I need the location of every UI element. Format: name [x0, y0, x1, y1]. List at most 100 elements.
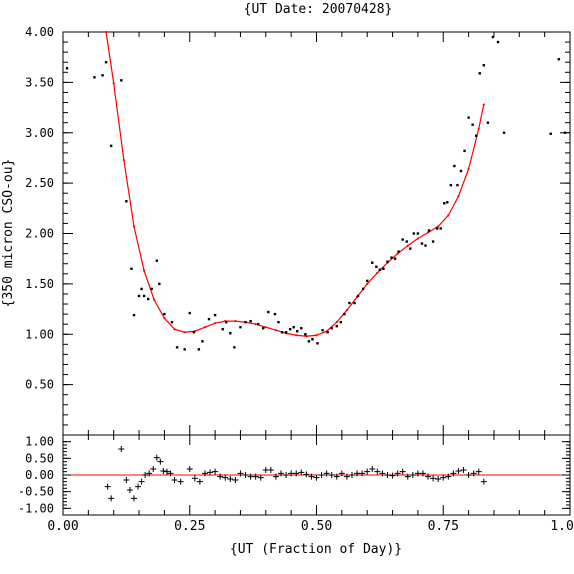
- data-point: [405, 240, 408, 243]
- data-point: [361, 287, 365, 291]
- data-point: [207, 317, 211, 321]
- data-point: [229, 332, 232, 335]
- data-point: [330, 327, 333, 330]
- residual-point: [288, 470, 295, 477]
- data-point: [401, 238, 404, 241]
- residual-point: [278, 470, 285, 477]
- fit-marker: [457, 195, 460, 198]
- data-point: [348, 301, 351, 305]
- residual-point: [460, 467, 467, 473]
- residual-y-tick-label: -1.00: [18, 501, 54, 515]
- data-point: [471, 123, 474, 126]
- data-point: [188, 311, 191, 315]
- data-point: [449, 183, 453, 187]
- data-point: [435, 227, 439, 230]
- data-point: [549, 132, 552, 135]
- residual-point: [150, 466, 157, 472]
- data-point: [284, 331, 288, 334]
- residual-point: [212, 468, 219, 475]
- data-point: [478, 72, 481, 75]
- data-point: [140, 287, 143, 291]
- residual-point: [138, 478, 145, 485]
- data-point: [353, 301, 356, 305]
- fit-marker: [122, 158, 125, 162]
- residual-point: [414, 470, 421, 477]
- residual-point: [177, 478, 184, 485]
- residuals-x-axis: 0.00 0.25 0.50 0.75 1.00: [47, 435, 574, 534]
- residual-point: [283, 472, 290, 478]
- fit-marker: [295, 334, 298, 337]
- data-point: [390, 256, 393, 259]
- data-point: [371, 261, 374, 264]
- residual-point: [308, 473, 315, 480]
- data-point: [378, 268, 382, 271]
- fit-marker: [416, 237, 419, 240]
- data-point: [65, 67, 69, 70]
- residual-y-tick-label: -0.50: [18, 485, 54, 499]
- fit-marker: [406, 244, 409, 247]
- fit-marker: [376, 271, 379, 274]
- data-point: [277, 320, 280, 324]
- residual-point: [409, 472, 416, 478]
- y-tick-label: 3.00: [25, 126, 54, 140]
- data-point: [150, 287, 153, 291]
- bottom-residuals-panel: -1.00 -0.50 0.00 0.50 1.00 0.00 0.25 0.50 0.75 1…: [18, 434, 574, 534]
- fit-marker: [335, 321, 338, 324]
- fit-marker: [477, 127, 480, 130]
- residual-point: [135, 483, 142, 490]
- fit-marker: [315, 334, 318, 337]
- fit-marker: [132, 225, 136, 228]
- data-point: [482, 64, 486, 67]
- data-point: [563, 131, 567, 134]
- fit-marker: [203, 326, 207, 329]
- residual-point: [369, 466, 376, 472]
- residual-point: [399, 468, 406, 475]
- data-point: [155, 259, 158, 262]
- residual-point: [364, 468, 371, 475]
- residual-point: [201, 470, 208, 477]
- fit-marker: [467, 167, 470, 171]
- data-point: [456, 183, 459, 187]
- data-point: [356, 294, 360, 298]
- y-tick-label: 1.00: [25, 327, 54, 341]
- data-point: [125, 200, 128, 203]
- data-point: [502, 131, 506, 134]
- data-point: [262, 327, 265, 330]
- data-point: [163, 312, 166, 316]
- residual-point: [394, 470, 401, 477]
- residual-point: [222, 474, 229, 481]
- fit-marker: [447, 214, 450, 217]
- fit-marker: [345, 308, 349, 312]
- data-point: [424, 244, 427, 247]
- data-point: [339, 320, 343, 324]
- data-point: [300, 327, 303, 330]
- residual-point: [475, 468, 482, 475]
- residual-point: [186, 466, 193, 472]
- fit-marker: [143, 269, 146, 272]
- data-point: [132, 313, 136, 317]
- data-point: [467, 116, 470, 119]
- data-point: [431, 240, 435, 243]
- residual-point: [343, 473, 350, 480]
- data-point: [183, 348, 186, 351]
- residual-point: [323, 470, 330, 477]
- data-point: [311, 338, 314, 341]
- data-point: [288, 328, 292, 331]
- residual-point: [379, 470, 386, 477]
- data-point: [146, 297, 150, 301]
- residual-point: [196, 478, 203, 485]
- data-point: [446, 201, 449, 204]
- residual-point: [163, 468, 170, 475]
- residual-point: [450, 470, 457, 477]
- data-point: [239, 325, 242, 329]
- residual-point: [267, 467, 274, 473]
- residual-point: [425, 473, 432, 480]
- y-tick-label: 2.50: [25, 176, 54, 190]
- data-point: [439, 227, 442, 230]
- residual-point: [298, 469, 305, 476]
- residual-point: [153, 454, 160, 461]
- y-tick-label: 1.50: [25, 277, 54, 291]
- residual-point: [470, 470, 477, 477]
- residual-point: [237, 470, 244, 477]
- fit-curve-markers: [104, 30, 485, 338]
